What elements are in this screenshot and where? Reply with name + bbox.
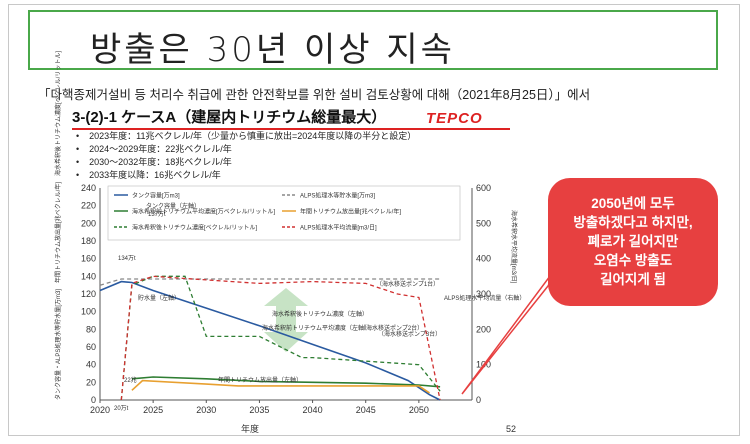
- plot-area: 0204060801001201401601802002202400100200…: [81, 183, 525, 415]
- callout-bubble: 2050년에 모두 방출하겠다고 하지만, 폐로가 길어지만 오염수 방출도 길…: [548, 178, 718, 306]
- y-tick-label-left: 120: [81, 289, 96, 299]
- x-tick-label: 2045: [356, 405, 376, 415]
- y-tick-label-left: 140: [81, 271, 96, 281]
- chart-annotation: 海水希釈前トリチウム平均濃度（左軸）: [262, 324, 370, 332]
- x-tick-label: 2025: [143, 405, 163, 415]
- chart-annotation: 海水希釈後トリチウム濃度（左軸）: [272, 310, 368, 318]
- legend-label: タンク容量[万m3]: [132, 192, 180, 200]
- chart-annotation: タンク容量（左軸）: [146, 202, 200, 210]
- chart-annotation: 22兆: [124, 376, 137, 384]
- x-axis-title: 年度: [241, 423, 259, 434]
- y-tick-label-right: 200: [476, 324, 491, 334]
- x-tick-label: 2035: [249, 405, 269, 415]
- y-tick-label-left: 0: [91, 395, 96, 405]
- y-tick-label-left: 220: [81, 201, 96, 211]
- series-line-2: [131, 376, 441, 388]
- y-tick-label-left: 200: [81, 218, 96, 228]
- x-tick-label: 2020: [90, 405, 110, 415]
- page-number: 52: [506, 424, 516, 434]
- dilution-arrow: [264, 288, 308, 352]
- y-tick-label-right: 400: [476, 254, 491, 264]
- page-title: 방출은 30년 이상 지속: [90, 30, 455, 70]
- chart-annotation: 年間トリチウム放出量（左軸）: [218, 376, 302, 384]
- y-tick-label-left: 80: [86, 324, 96, 334]
- release-schedule-list: 2023年度：11兆ベクレル/年（少量から慎重に放出=2024年度以降の半分と設…: [76, 130, 416, 182]
- callout-line: 폐로가 길어지만: [587, 234, 679, 249]
- y-tick-label-left: 160: [81, 254, 96, 264]
- y-tick-label-right: 600: [476, 183, 491, 193]
- bullet-item: 2033年度以降：16兆ベクレル/年: [76, 169, 416, 182]
- x-tick-label: 2040: [303, 405, 323, 415]
- legend-label: ALPS処理水平均流量[m3/日]: [300, 224, 377, 232]
- y-tick-label-right: 0: [476, 395, 481, 405]
- tepco-logo: TEPCO: [426, 110, 483, 127]
- case-heading: 3-(2)-1 ケースA（建屋内トリチウム総量最大）: [72, 109, 387, 126]
- y-tick-label-left: 240: [81, 183, 96, 193]
- legend-label: ALPS処理水等貯水量[万m3]: [300, 192, 375, 200]
- y-tick-label-left: 60: [86, 342, 96, 352]
- callout-line: 방출하겠다고 하지만,: [573, 215, 693, 230]
- y-axis-title-left: タンク容量・ALPS処理水等貯水量[万m3] 年間トリチウム放出量[兆ベクレル/…: [54, 51, 62, 400]
- callout-line: 2050년에 모두: [591, 196, 675, 211]
- y-tick-label-right: 300: [476, 289, 491, 299]
- source-citation: 「다핵종제거설비 등 처리수 취급에 관한 안전확보를 위한 설비 검토상황에 …: [38, 88, 591, 102]
- chart-annotation: （海水移送ポンプ2台）: [360, 324, 423, 332]
- y-axis-title-right: 海水希釈水平均流量[m3/日]: [510, 210, 518, 284]
- callout-line: 오염수 방출도: [593, 253, 673, 268]
- chart-annotation: 貯水量（左軸）: [138, 294, 180, 302]
- legend-label: 海水希釈前トリチウム平均濃度[万ベクレル/リットル]: [132, 208, 275, 216]
- y-tick-label-left: 20: [86, 377, 96, 387]
- y-tick-label-left: 100: [81, 307, 96, 317]
- chart-annotation: 137万t: [148, 211, 166, 218]
- chart-annotation: 20万t: [114, 405, 129, 412]
- chart-annotation: 134万t: [118, 255, 136, 262]
- bullet-item: 2030～2032年度：18兆ベクレル/年: [76, 156, 416, 169]
- chart-annotation: （海水移送ポンプ3台）: [378, 330, 441, 338]
- bullet-item: 2023年度：11兆ベクレル/年（少量から慎重に放出=2024年度以降の半分と設…: [76, 130, 416, 143]
- series-line-4: [120, 275, 441, 401]
- series-line-3: [131, 379, 430, 394]
- y-tick-label-right: 500: [476, 218, 491, 228]
- bullet-item: 2024～2029年度：22兆ベクレル/年: [76, 143, 416, 156]
- callout-line: 길어지게 됨: [600, 272, 666, 287]
- slide-frame: [8, 4, 740, 436]
- y-tick-label-left: 180: [81, 236, 96, 246]
- x-tick-label: 2030: [196, 405, 216, 415]
- y-tick-label-left: 40: [86, 360, 96, 370]
- heading-underline: [72, 128, 510, 130]
- chart-annotation: ALPS処理水平均流量（右軸）: [444, 294, 525, 302]
- legend: タンク容量[万m3] ALPS処理水等貯水量[万m3] 海水希釈前トリチウム平均濃度…: [114, 192, 401, 232]
- x-tick-label: 2050: [409, 405, 429, 415]
- series-line-5: [120, 275, 441, 401]
- legend-label: 海水希釈後トリチウム濃度[ベクレル/リットル]: [132, 224, 257, 232]
- chart-annotation: （海水移送ポンプ1台）: [376, 280, 439, 288]
- legend-label: 年間トリチウム放出量[兆ベクレル/年]: [300, 208, 401, 216]
- title-frame: [28, 10, 718, 70]
